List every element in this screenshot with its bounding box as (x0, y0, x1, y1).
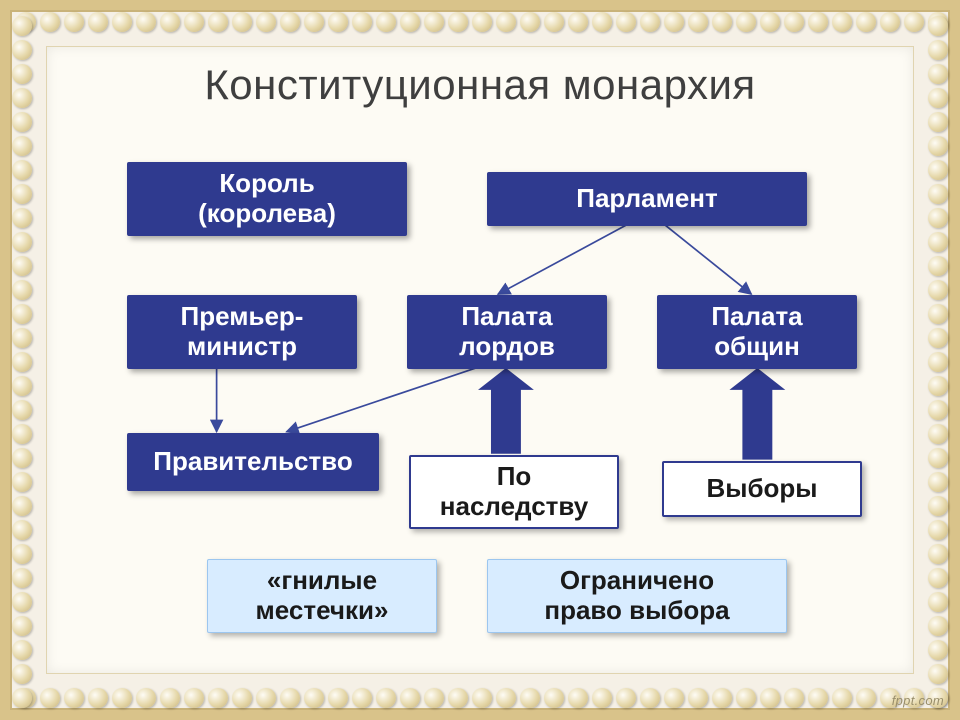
thin-arrow (666, 225, 752, 294)
node-label: Премьер- министр (181, 302, 304, 362)
node-label: Выборы (706, 474, 817, 504)
node-label: Король (королева) (198, 169, 336, 229)
node-hereditary: По наследству (409, 455, 619, 529)
slide-frame: Конституционная монархия Король (королев… (0, 0, 960, 720)
diagram-stage: Конституционная монархия Король (королев… (47, 47, 913, 673)
slide-title: Конституционная монархия (47, 61, 913, 109)
node-limited: Ограничено право выбора (487, 559, 787, 633)
block-arrow (729, 368, 785, 460)
watermark: fppt.com (892, 693, 944, 708)
node-label: Палата лордов (459, 302, 555, 362)
node-lords: Палата лордов (407, 295, 607, 369)
node-label: По наследству (440, 462, 588, 522)
node-label: Палата общин (711, 302, 802, 362)
thin-arrow (498, 225, 626, 294)
slide-panel: Конституционная монархия Король (королев… (46, 46, 914, 674)
node-label: «гнилые местечки» (256, 566, 389, 626)
node-commons: Палата общин (657, 295, 857, 369)
node-elections: Выборы (662, 461, 862, 517)
node-label: Ограничено право выбора (544, 566, 729, 626)
node-king: Король (королева) (127, 162, 407, 236)
node-government: Правительство (127, 433, 379, 491)
thin-arrow (286, 368, 476, 432)
node-label: Правительство (153, 447, 352, 477)
node-parliament: Парламент (487, 172, 807, 226)
node-label: Парламент (576, 184, 718, 214)
node-pm: Премьер- министр (127, 295, 357, 369)
node-rotten: «гнилые местечки» (207, 559, 437, 633)
block-arrow (478, 368, 534, 454)
